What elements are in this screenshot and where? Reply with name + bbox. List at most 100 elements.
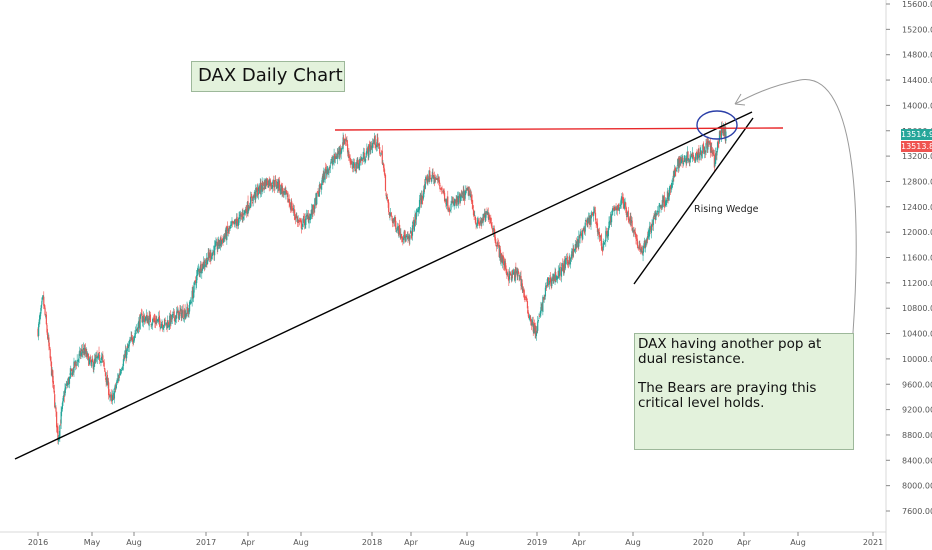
- candle-body: [448, 208, 450, 212]
- candle-body: [720, 127, 723, 139]
- y-tick-label: 12800.00: [902, 177, 932, 186]
- candle-body: [255, 187, 257, 192]
- candle-body: [402, 237, 404, 240]
- y-tick-label: 8000.00: [902, 482, 932, 491]
- candle-body: [707, 141, 709, 150]
- candle-body: [681, 158, 683, 162]
- candle-body: [640, 248, 642, 253]
- candle-body: [303, 219, 306, 226]
- candle-body: [253, 196, 255, 198]
- candle-body: [192, 290, 194, 298]
- candle-body: [233, 221, 235, 225]
- candle-body: [169, 314, 171, 325]
- candle-body: [250, 196, 252, 198]
- candle-body: [210, 252, 212, 259]
- candle-body: [488, 216, 490, 220]
- candle-body: [501, 256, 503, 264]
- candle-body: [74, 360, 76, 365]
- x-tick-label: Aug: [790, 538, 806, 547]
- candle-body: [187, 309, 189, 315]
- candle-body: [266, 178, 268, 185]
- candle-body: [242, 216, 245, 219]
- candle-body: [180, 308, 182, 319]
- candle-body: [50, 356, 52, 362]
- candle-body: [287, 192, 289, 203]
- candle-body: [350, 160, 353, 164]
- candle-body: [233, 219, 236, 225]
- candle-body: [67, 378, 69, 385]
- candle-body: [346, 144, 349, 153]
- candle-body: [52, 380, 55, 385]
- candle-body: [645, 241, 647, 248]
- candle-body: [634, 231, 636, 232]
- candle-body: [562, 270, 565, 273]
- candle-body: [348, 156, 351, 159]
- wedge-label: Rising Wedge: [694, 204, 759, 215]
- candle-body: [415, 212, 417, 220]
- candle-body: [426, 177, 428, 184]
- candle-body: [674, 167, 676, 171]
- candle-body: [391, 218, 393, 220]
- candle-body: [561, 264, 563, 266]
- candle-body: [323, 173, 326, 179]
- candle-body: [571, 252, 573, 256]
- candle-body: [541, 303, 543, 311]
- candle-body: [91, 358, 94, 362]
- candle-body: [354, 169, 356, 171]
- candle-body: [711, 147, 713, 152]
- candle-body: [488, 215, 491, 220]
- candle-body: [190, 302, 193, 304]
- candle-body: [185, 313, 187, 315]
- note-line-2: The Bears are praying this critical leve…: [638, 380, 817, 411]
- candle-body: [678, 159, 680, 169]
- candle-body: [543, 296, 545, 300]
- candle-body: [246, 209, 248, 214]
- candle-body: [399, 232, 401, 238]
- candle-body: [519, 276, 521, 277]
- candle-body: [352, 165, 354, 169]
- candle-body: [521, 283, 523, 288]
- candle-body: [37, 328, 39, 337]
- candle-body: [335, 156, 337, 159]
- candle-body: [626, 216, 628, 217]
- candle-body: [485, 214, 487, 221]
- candle-body: [64, 388, 66, 396]
- candle-body: [505, 262, 507, 270]
- candle-body: [469, 193, 471, 196]
- candle-body: [344, 139, 346, 140]
- candle-body: [48, 346, 51, 349]
- candle-body: [578, 235, 581, 238]
- candle-body: [93, 358, 96, 367]
- candle-body: [363, 152, 365, 161]
- candle-body: [174, 315, 177, 323]
- candle-body: [285, 190, 288, 194]
- candle-body: [472, 209, 475, 215]
- candle-body: [401, 238, 403, 240]
- candle-body: [305, 216, 307, 225]
- candle-body: [293, 208, 295, 212]
- candle-body: [618, 207, 620, 212]
- candle-body: [442, 191, 444, 193]
- candle-body: [534, 328, 536, 333]
- candle-body: [470, 195, 473, 202]
- candle-body: [659, 205, 661, 207]
- candle-body: [398, 226, 400, 235]
- candle-body: [404, 231, 406, 237]
- candle-body: [490, 217, 492, 222]
- candle-body: [609, 221, 611, 224]
- candle-body: [580, 234, 582, 236]
- candle-body: [371, 145, 373, 148]
- candle-body: [327, 169, 329, 174]
- candle-body: [148, 315, 150, 327]
- candle-body: [124, 355, 126, 358]
- candle-body: [86, 353, 89, 357]
- candle-body: [689, 158, 691, 162]
- candle-body: [613, 208, 615, 210]
- candle-body: [594, 210, 596, 212]
- candle-body: [396, 229, 398, 231]
- candle-body: [698, 155, 701, 157]
- candle-body: [378, 143, 380, 146]
- candle-body: [668, 187, 670, 197]
- candle-body: [619, 205, 621, 207]
- candle-body: [599, 236, 601, 238]
